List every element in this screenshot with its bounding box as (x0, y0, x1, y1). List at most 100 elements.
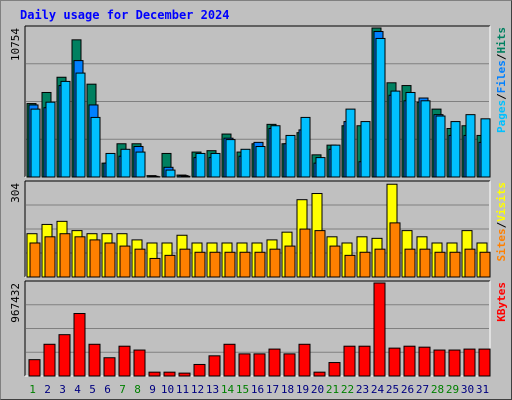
bar-sites-day-23 (359, 251, 371, 278)
legend-entry: / (495, 93, 508, 100)
bar-kbytes-day-26 (403, 345, 416, 377)
bar-pages-day-22 (345, 108, 356, 178)
bar-kbytes-day-27 (418, 346, 431, 377)
bar-kbytes-day-4 (73, 313, 86, 377)
x-tick-label-31: 31 (476, 383, 489, 396)
bar-sites-day-25 (389, 222, 401, 278)
bar-pages-day-25 (390, 90, 401, 178)
bar-kbytes-day-23 (358, 345, 371, 377)
bar-kbytes-day-11 (178, 372, 191, 377)
x-tick-label-2: 2 (44, 383, 51, 396)
bar-sites-day-28 (434, 251, 446, 278)
bar-kbytes-day-18 (283, 353, 296, 377)
bar-kbytes-day-19 (298, 343, 311, 377)
x-tick-label-10: 10 (161, 383, 174, 396)
bar-sites-day-1 (29, 242, 41, 278)
x-tick-label-28: 28 (431, 383, 444, 396)
bar-kbytes-day-21 (328, 362, 341, 377)
bar-kbytes-day-10 (163, 371, 176, 377)
x-tick-label-27: 27 (416, 383, 429, 396)
x-tick-label-26: 26 (401, 383, 414, 396)
bar-kbytes-day-20 (313, 371, 326, 377)
bar-kbytes-day-16 (253, 353, 266, 377)
x-tick-label-7: 7 (119, 383, 126, 396)
bar-sites-day-9 (149, 257, 161, 278)
bar-sites-day-11 (179, 248, 191, 278)
bar-sites-day-30 (464, 248, 476, 278)
bar-sites-day-19 (299, 228, 311, 278)
x-tick-label-3: 3 (59, 383, 66, 396)
x-tick-label-19: 19 (296, 383, 309, 396)
x-tick-label-11: 11 (176, 383, 189, 396)
x-tick-label-17: 17 (266, 383, 279, 396)
x-tick-label-14: 14 (221, 383, 235, 396)
ymax-label-kbytes: 967432 (9, 283, 22, 323)
bar-pages-day-20 (315, 157, 326, 178)
ymax-label-visits_sites: 304 (9, 183, 22, 203)
bar-pages-day-17 (270, 125, 281, 178)
bar-sites-day-12 (194, 251, 206, 278)
bar-pages-day-5 (90, 116, 101, 178)
x-tick-label-15: 15 (236, 383, 249, 396)
bar-sites-day-27 (419, 248, 431, 278)
bar-pages-day-14 (225, 139, 236, 178)
x-tick-label-18: 18 (281, 383, 294, 396)
bar-sites-day-22 (344, 254, 356, 278)
bar-sites-day-7 (119, 245, 131, 278)
bar-sites-day-8 (134, 248, 146, 278)
bar-sites-day-21 (329, 245, 341, 278)
bar-kbytes-day-7 (118, 345, 131, 377)
x-tick-label-5: 5 (89, 383, 96, 396)
legend-kbytes: KBytes (495, 282, 508, 322)
bar-pages-day-29 (450, 121, 461, 178)
legend-visits_sites: Sites/Visits (495, 182, 508, 262)
ymax-label-pages_files_hits: 10754 (9, 28, 22, 61)
bar-kbytes-day-17 (268, 348, 281, 377)
legend-entry: Pages (495, 100, 508, 133)
bar-kbytes-day-15 (238, 353, 251, 377)
bar-pages-day-11 (180, 175, 191, 178)
bar-pages-day-8 (135, 151, 146, 178)
bar-sites-day-5 (89, 239, 101, 278)
bar-pages-day-7 (120, 148, 131, 178)
bar-pages-day-31 (480, 118, 491, 178)
x-tick-label-16: 16 (251, 383, 264, 396)
x-tick-label-13: 13 (206, 383, 219, 396)
bar-pages-day-30 (465, 114, 476, 178)
x-tick-label-30: 30 (461, 383, 474, 396)
bar-sites-day-17 (269, 248, 281, 278)
x-tick-label-6: 6 (104, 383, 111, 396)
bar-kbytes-day-8 (133, 349, 146, 377)
bar-kbytes-day-30 (463, 348, 476, 377)
x-tick-label-29: 29 (446, 383, 459, 396)
x-tick-label-20: 20 (311, 383, 324, 396)
chart-title: Daily usage for December 2024 (20, 8, 230, 22)
bar-pages-day-2 (45, 101, 56, 178)
bar-sites-day-18 (284, 245, 296, 278)
legend-entry: / (495, 53, 508, 60)
x-tick-label-1: 1 (29, 383, 36, 396)
bar-sites-day-2 (44, 236, 56, 278)
bar-pages-day-27 (420, 100, 431, 178)
legend-entry: Files (495, 60, 508, 93)
bar-kbytes-day-14 (223, 343, 236, 377)
bar-kbytes-day-24 (373, 282, 386, 377)
legend-entry: / (495, 221, 508, 228)
bar-sites-day-16 (254, 251, 266, 278)
x-tick-label-21: 21 (326, 383, 339, 396)
bar-kbytes-day-22 (343, 345, 356, 377)
bar-pages-day-24 (375, 37, 386, 178)
x-tick-label-4: 4 (74, 383, 81, 396)
bar-sites-day-13 (209, 251, 221, 278)
legend-pages_files_hits: Pages/Files/Hits (495, 27, 508, 133)
x-tick-label-12: 12 (191, 383, 204, 396)
legend-entry: Hits (495, 27, 508, 54)
bar-pages-day-1 (30, 108, 41, 178)
bar-sites-day-3 (59, 233, 71, 278)
bar-pages-day-13 (210, 152, 221, 178)
legend-entry: Visits (495, 182, 508, 222)
bar-sites-day-26 (404, 248, 416, 278)
bar-sites-day-24 (374, 248, 386, 278)
bar-kbytes-day-31 (478, 348, 491, 377)
